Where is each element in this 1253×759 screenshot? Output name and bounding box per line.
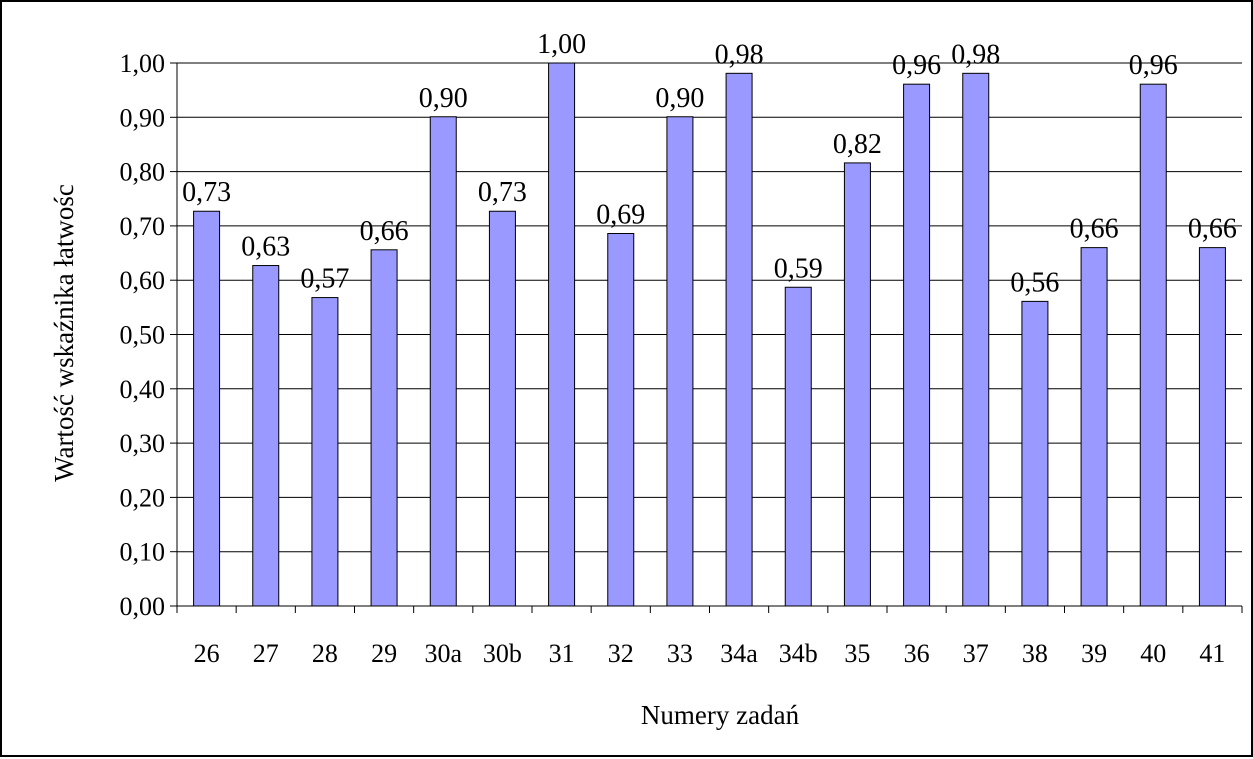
y-tick-label: 0,90: [120, 103, 166, 132]
x-tick-label: 28: [312, 639, 338, 668]
x-tick-label: 37: [963, 639, 989, 668]
bar: [1198, 247, 1226, 607]
bar: [903, 83, 931, 607]
data-label: 1,00: [537, 29, 586, 60]
data-label: 0,63: [241, 232, 290, 263]
bar: [311, 297, 339, 607]
axes: [170, 62, 1243, 613]
bar: [252, 265, 280, 607]
bar: [1021, 300, 1049, 607]
data-label: 0,98: [715, 39, 764, 70]
data-label: 0,73: [478, 177, 527, 208]
x-tick-label: 36: [904, 639, 930, 668]
data-label: 0,66: [1188, 214, 1237, 245]
bar: [370, 249, 398, 607]
y-tick-labels: 0,00 0,10 0,20 0,30 0,40 0,50 0,60 0,70 0,80 0,90…: [120, 49, 166, 621]
x-tick-label: 38: [1022, 639, 1048, 668]
bar: [666, 116, 694, 607]
x-tick-label: 29: [371, 639, 397, 668]
x-tick-label: 41: [1199, 639, 1225, 668]
y-tick-label: 0,70: [120, 212, 166, 241]
bar: [488, 210, 516, 607]
data-label: 0,98: [951, 39, 1000, 70]
bar: [1080, 247, 1108, 607]
data-label: 0,96: [892, 50, 941, 81]
data-label: 0,56: [1010, 267, 1059, 298]
x-tick-label: 31: [549, 639, 575, 668]
bar: [607, 233, 635, 607]
y-axis-title: Wartość wskaźnika łatwośc: [49, 184, 79, 482]
y-tick-label: 0,10: [120, 538, 166, 567]
gridlines: [177, 62, 1242, 553]
data-label: 0,90: [419, 83, 468, 114]
data-label: 0,69: [596, 200, 645, 231]
y-tick-label: 0,30: [120, 429, 166, 458]
x-tick-label: 30a: [424, 639, 462, 668]
y-tick-label: 0,00: [120, 592, 166, 621]
y-tick-label: 1,00: [120, 49, 166, 78]
y-tick-label: 0,40: [120, 375, 166, 404]
x-tick-label: 34a: [720, 639, 758, 668]
data-label: 0,96: [1129, 50, 1178, 81]
bar: [193, 210, 221, 607]
x-axis-title: Numery zadań: [641, 700, 800, 730]
y-tick-label: 0,50: [120, 321, 166, 350]
bar: [843, 162, 871, 607]
y-tick-label: 0,60: [120, 266, 166, 295]
x-tick-label: 30b: [483, 639, 522, 668]
x-tick-label: 27: [253, 639, 279, 668]
data-label: 0,73: [182, 177, 231, 208]
bar: [962, 72, 990, 607]
y-tick-label: 0,20: [120, 483, 166, 512]
data-label: 0,59: [774, 253, 823, 284]
y-tick-label: 0,80: [120, 158, 166, 187]
data-label: 0,90: [655, 83, 704, 114]
data-label: 0,57: [300, 264, 349, 295]
data-label: 0,66: [360, 216, 409, 247]
data-label: 0,66: [1070, 214, 1119, 245]
x-tick-label: 40: [1140, 639, 1166, 668]
x-tick-label: 33: [667, 639, 693, 668]
bar: [784, 286, 812, 607]
x-tick-label: 35: [844, 639, 870, 668]
bar: [548, 62, 576, 607]
x-tick-labels: 26 27 28 29 30a 30b 31 32 33 34a 34b 35 36 37 38 39 40 41: [194, 639, 1226, 668]
bar: [1139, 83, 1167, 607]
bar: [725, 72, 753, 607]
x-tick-label: 26: [194, 639, 220, 668]
x-tick-label: 32: [608, 639, 634, 668]
x-tick-label: 39: [1081, 639, 1107, 668]
bar: [429, 116, 457, 607]
x-tick-label: 34b: [779, 639, 818, 668]
data-labels: 0,73 0,63 0,57 0,66 0,90 0,73 1,00 0,69 0,90 0,98…: [182, 29, 1237, 298]
data-label: 0,82: [833, 129, 882, 160]
